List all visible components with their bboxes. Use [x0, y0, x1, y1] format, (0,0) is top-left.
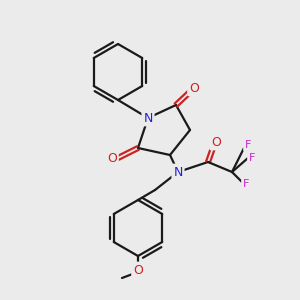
Text: O: O [189, 82, 199, 94]
Text: F: F [249, 153, 255, 163]
Text: N: N [143, 112, 153, 124]
Text: O: O [107, 152, 117, 164]
Text: F: F [245, 140, 251, 150]
Text: O: O [133, 263, 143, 277]
Text: N: N [173, 166, 183, 178]
Text: F: F [243, 179, 249, 189]
Text: O: O [211, 136, 221, 148]
